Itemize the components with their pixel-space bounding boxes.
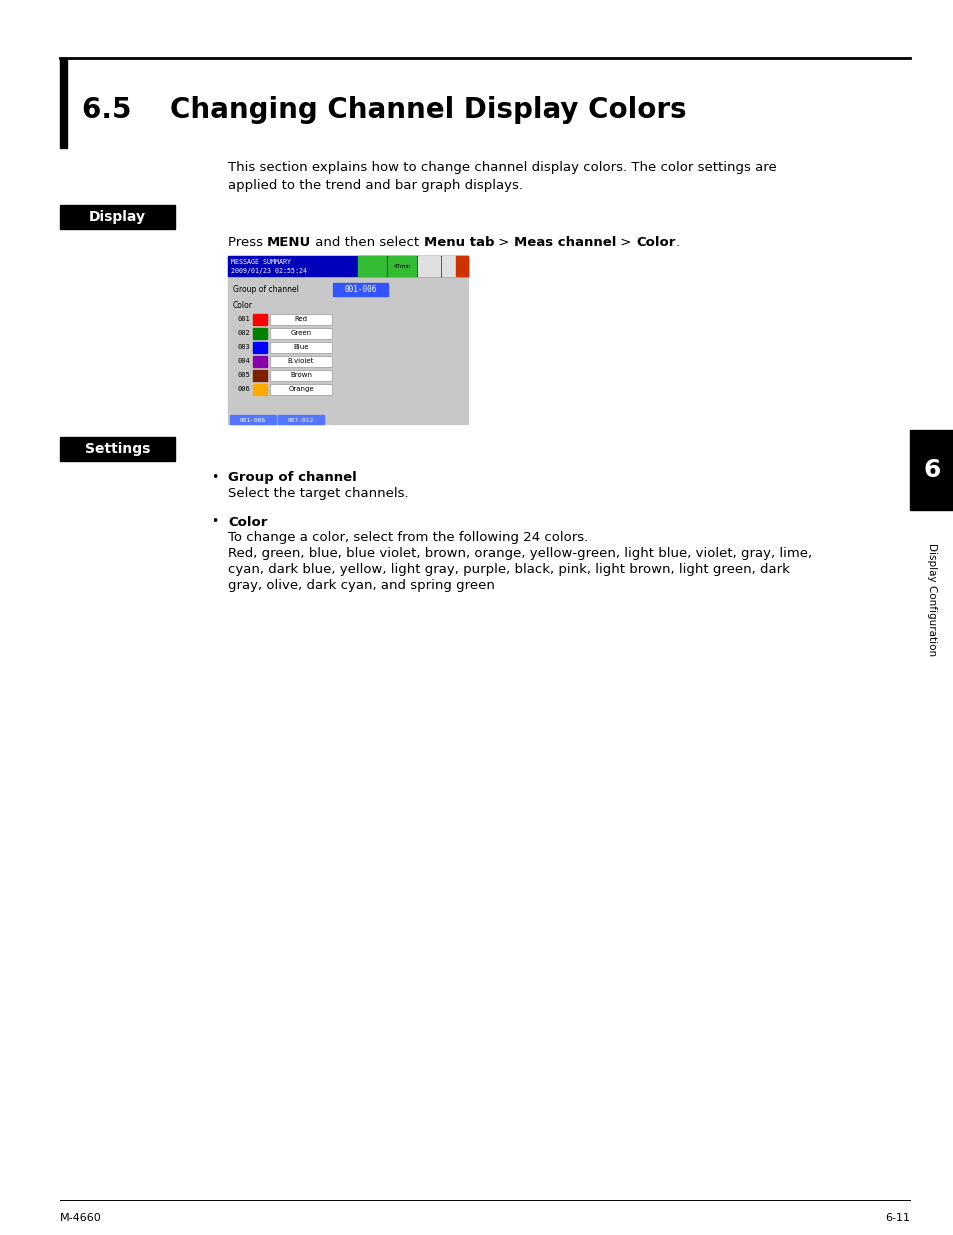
Text: 001-006: 001-006 [239, 417, 266, 422]
Bar [253, 342, 267, 353]
Text: 007-012: 007-012 [288, 417, 314, 422]
Text: 004: 004 [237, 358, 250, 364]
Text: Press: Press [228, 236, 267, 248]
Text: To change a color, select from the following 24 colors.: To change a color, select from the follo… [228, 531, 588, 545]
Text: 6-11: 6-11 [884, 1213, 909, 1223]
Bar [417, 256, 439, 275]
Bar [60, 205, 174, 228]
Text: Settings: Settings [85, 442, 150, 456]
Bar [357, 256, 386, 275]
Text: Group of channel: Group of channel [228, 472, 356, 484]
Text: 001: 001 [237, 316, 250, 322]
Bar [277, 415, 324, 424]
Bar [270, 329, 332, 338]
Text: 47min: 47min [393, 263, 411, 268]
Text: M-4660: M-4660 [60, 1213, 102, 1223]
Text: B.violet: B.violet [288, 358, 314, 364]
Text: Group of channel: Group of channel [233, 284, 298, 294]
Text: Blue: Blue [293, 345, 309, 350]
Text: 2009/01/23 02:55:24: 2009/01/23 02:55:24 [231, 268, 307, 274]
Text: Display: Display [89, 210, 146, 224]
Bar [253, 356, 267, 367]
Bar [456, 256, 468, 275]
Bar [253, 329, 267, 338]
Text: Color: Color [228, 515, 267, 529]
Text: 003: 003 [237, 345, 250, 350]
Text: Color: Color [233, 300, 253, 310]
Text: 001-006: 001-006 [344, 284, 376, 294]
Text: gray, olive, dark cyan, and spring green: gray, olive, dark cyan, and spring green [228, 579, 495, 593]
Text: applied to the trend and bar graph displays.: applied to the trend and bar graph displ… [228, 179, 522, 191]
Text: •: • [212, 472, 218, 484]
Bar [253, 384, 267, 395]
Bar [60, 437, 174, 461]
Bar [270, 384, 332, 395]
Text: Menu tab: Menu tab [423, 236, 494, 248]
Text: Red, green, blue, blue violet, brown, orange, yellow-green, light blue, violet, : Red, green, blue, blue violet, brown, or… [228, 547, 811, 561]
Bar [441, 256, 461, 275]
Bar [270, 314, 332, 325]
Bar [270, 356, 332, 367]
Text: Display Configuration: Display Configuration [926, 543, 936, 657]
Bar [270, 342, 332, 353]
Text: .: . [675, 236, 679, 248]
Bar [228, 256, 468, 275]
Bar [60, 58, 67, 148]
Text: Green: Green [290, 330, 312, 336]
Bar [270, 370, 332, 382]
Text: >: > [494, 236, 514, 248]
Text: MENU: MENU [267, 236, 312, 248]
Text: MESSAGE SUMMARY: MESSAGE SUMMARY [231, 259, 291, 266]
Bar [388, 256, 416, 275]
Text: Red: Red [294, 316, 307, 322]
Bar [333, 283, 388, 296]
Text: >: > [616, 236, 636, 248]
Bar [230, 415, 275, 424]
Text: cyan, dark blue, yellow, light gray, purple, black, pink, light brown, light gre: cyan, dark blue, yellow, light gray, pur… [228, 563, 789, 577]
Text: 6.5    Changing Channel Display Colors: 6.5 Changing Channel Display Colors [82, 96, 686, 124]
Text: 6: 6 [923, 458, 940, 482]
Bar [253, 370, 267, 382]
Bar [253, 314, 267, 325]
Text: 005: 005 [237, 372, 250, 378]
Bar [228, 256, 468, 424]
Text: Color: Color [636, 236, 675, 248]
Text: •: • [212, 515, 218, 529]
Text: Orange: Orange [288, 387, 314, 391]
Text: Meas channel: Meas channel [514, 236, 616, 248]
Text: Select the target channels.: Select the target channels. [228, 488, 408, 500]
Text: 006: 006 [237, 387, 250, 391]
Text: 002: 002 [237, 330, 250, 336]
Text: and then select: and then select [312, 236, 423, 248]
Text: Brown: Brown [290, 372, 312, 378]
Text: This section explains how to change channel display colors. The color settings a: This section explains how to change chan… [228, 162, 776, 174]
Bar [909, 430, 953, 510]
